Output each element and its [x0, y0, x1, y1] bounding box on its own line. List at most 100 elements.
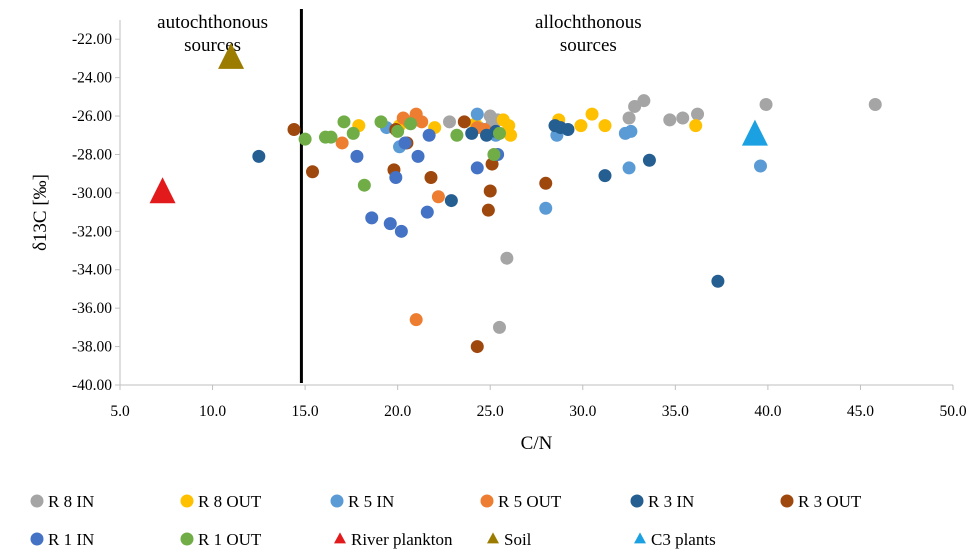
legend-marker-r-8-in [30, 494, 44, 508]
point-r-8-out [585, 107, 599, 121]
point-r-8-out [502, 119, 516, 133]
legend-item-soil: Soil [487, 530, 532, 549]
point-r-1-in [389, 171, 403, 185]
point-r-3-out [424, 171, 438, 185]
y-tick-label: -26.00 [72, 108, 112, 125]
legend: R 8 IN R 8 OUT R 5 IN R 5 OUT R 3 IN R 3 OUT R… [30, 492, 862, 549]
legend-marker-r-8-out [180, 494, 194, 508]
x-tick-label: 15.0 [292, 403, 319, 420]
legend-marker-soil [487, 532, 499, 544]
point-r-3-out [287, 123, 301, 136]
legend-item-r-5-out: R 5 OUT [480, 492, 562, 511]
legend-marker-r-5-in [330, 494, 344, 508]
point-r-1-in [365, 211, 379, 225]
legend-marker-r-3-out [780, 494, 794, 508]
legend-label: River plankton [351, 530, 453, 549]
y-tick-label: -32.00 [72, 223, 112, 240]
point-r-3-out [457, 115, 471, 129]
point-r-8-out [504, 128, 518, 142]
point-r-5-in [470, 107, 484, 121]
point-r-3-in [252, 149, 266, 163]
legend-marker-r-1-out [180, 532, 194, 546]
point-r-3-in [711, 274, 725, 288]
point-r-3-in [444, 194, 458, 208]
point-r-3-out [470, 340, 484, 354]
point-r-3-out [481, 203, 495, 217]
point-r-1-out [357, 178, 371, 192]
point-r-1-in [420, 205, 434, 219]
legend-marker-r-5-out [480, 494, 494, 508]
point-r-5-in [753, 159, 767, 173]
y-tick-label: -24.00 [72, 70, 112, 87]
legend-label: R 3 IN [648, 492, 694, 511]
legend-marker-r-3-in [630, 494, 644, 508]
point-r-5-out [431, 190, 445, 204]
point-r-1-out [346, 126, 360, 140]
region-label-line: sources [560, 35, 617, 56]
legend-item-r-8-out: R 8 OUT [180, 492, 262, 511]
plot-area: -22.00 -24.00 -26.00 -28.00 -30.00 -32.00 -34.… [72, 9, 967, 420]
x-tick-label: 25.0 [477, 403, 504, 420]
y-tick-label: -36.00 [72, 300, 112, 317]
legend-label: R 1 OUT [198, 530, 262, 549]
legend-label: R 3 OUT [798, 492, 862, 511]
x-axis-ticks: 5.0 10.0 15.0 20.0 25.0 30.0 35.0 40.0 45.0 50.0 [110, 385, 967, 420]
point-r-8-in [691, 107, 705, 121]
legend-label: C3 plants [651, 530, 716, 549]
point-r-1-out [391, 124, 405, 138]
x-tick-label: 35.0 [662, 403, 689, 420]
point-r-5-out [409, 313, 423, 327]
legend-item-c3-plants: C3 plants [634, 530, 716, 549]
y-tick-label: -30.00 [72, 185, 112, 202]
point-r-1-in [470, 161, 484, 175]
point-r-8-in [500, 251, 514, 265]
point-r-1-out [337, 115, 351, 129]
y-tick-label: -22.00 [72, 31, 112, 48]
point-soil [218, 42, 245, 69]
point-r-5-out [335, 136, 349, 150]
data-points [149, 42, 882, 354]
point-r-8-in [676, 111, 690, 125]
legend-item-r-5-in: R 5 IN [330, 492, 394, 511]
point-r-1-out [487, 147, 501, 161]
point-r-5-out [415, 115, 429, 129]
region-label-line: allochthonous [535, 12, 642, 33]
point-r-3-out [483, 184, 497, 198]
point-r-8-in [868, 98, 882, 112]
x-tick-label: 45.0 [847, 403, 874, 420]
point-r-1-out [324, 130, 338, 144]
point-r-1-in [383, 217, 397, 231]
point-r-8-in [637, 94, 651, 108]
legend-item-river-plankton: River plankton [334, 530, 453, 549]
legend-marker-river-plankton [334, 532, 346, 544]
point-r-8-in [663, 113, 677, 127]
point-r-8-in [492, 320, 506, 334]
point-r-5-in [624, 124, 638, 138]
x-tick-label: 5.0 [110, 403, 130, 420]
point-c3-plants [741, 119, 768, 146]
legend-label: Soil [504, 530, 532, 549]
point-r-3-out [306, 165, 320, 179]
point-r-3-in [561, 123, 575, 136]
y-tick-label: -28.00 [72, 146, 112, 163]
legend-label: R 5 OUT [498, 492, 562, 511]
point-r-8-out [598, 119, 612, 133]
point-r-8-in [622, 111, 636, 125]
point-r-3-out [485, 157, 499, 171]
point-r-3-out [539, 176, 553, 190]
x-tick-label: 30.0 [569, 403, 596, 420]
legend-label: R 1 IN [48, 530, 94, 549]
point-r-1-out [404, 117, 418, 131]
point-r-5-in [539, 201, 553, 215]
legend-marker-r-1-in [30, 532, 44, 546]
legend-label: R 8 OUT [198, 492, 262, 511]
point-r-8-in [442, 115, 456, 129]
point-r-1-out [450, 128, 464, 142]
x-axis-label: C/N [521, 433, 553, 454]
x-tick-label: 50.0 [939, 403, 966, 420]
legend-label: R 8 IN [48, 492, 94, 511]
y-tick-label: -34.00 [72, 262, 112, 279]
point-r-8-out [574, 119, 588, 133]
point-r-1-in [350, 149, 364, 163]
